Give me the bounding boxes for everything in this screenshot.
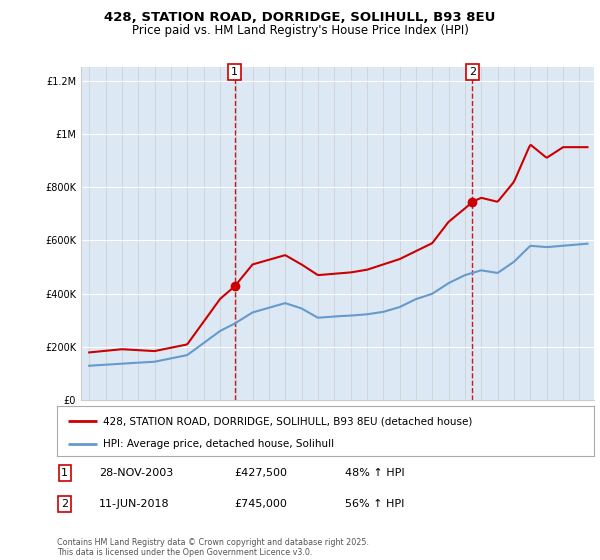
Text: 1: 1 bbox=[231, 67, 238, 77]
Text: Contains HM Land Registry data © Crown copyright and database right 2025.
This d: Contains HM Land Registry data © Crown c… bbox=[57, 538, 369, 557]
Text: 1: 1 bbox=[61, 468, 68, 478]
Text: 428, STATION ROAD, DORRIDGE, SOLIHULL, B93 8EU: 428, STATION ROAD, DORRIDGE, SOLIHULL, B… bbox=[104, 11, 496, 24]
Text: 48% ↑ HPI: 48% ↑ HPI bbox=[345, 468, 404, 478]
Text: 2: 2 bbox=[469, 67, 476, 77]
Text: Price paid vs. HM Land Registry's House Price Index (HPI): Price paid vs. HM Land Registry's House … bbox=[131, 24, 469, 36]
Text: 2: 2 bbox=[61, 499, 68, 509]
Text: 11-JUN-2018: 11-JUN-2018 bbox=[99, 499, 170, 509]
Text: 56% ↑ HPI: 56% ↑ HPI bbox=[345, 499, 404, 509]
Text: 428, STATION ROAD, DORRIDGE, SOLIHULL, B93 8EU (detached house): 428, STATION ROAD, DORRIDGE, SOLIHULL, B… bbox=[103, 416, 472, 426]
Text: £427,500: £427,500 bbox=[234, 468, 287, 478]
Text: HPI: Average price, detached house, Solihull: HPI: Average price, detached house, Soli… bbox=[103, 439, 334, 449]
Text: 28-NOV-2003: 28-NOV-2003 bbox=[99, 468, 173, 478]
Text: £745,000: £745,000 bbox=[234, 499, 287, 509]
